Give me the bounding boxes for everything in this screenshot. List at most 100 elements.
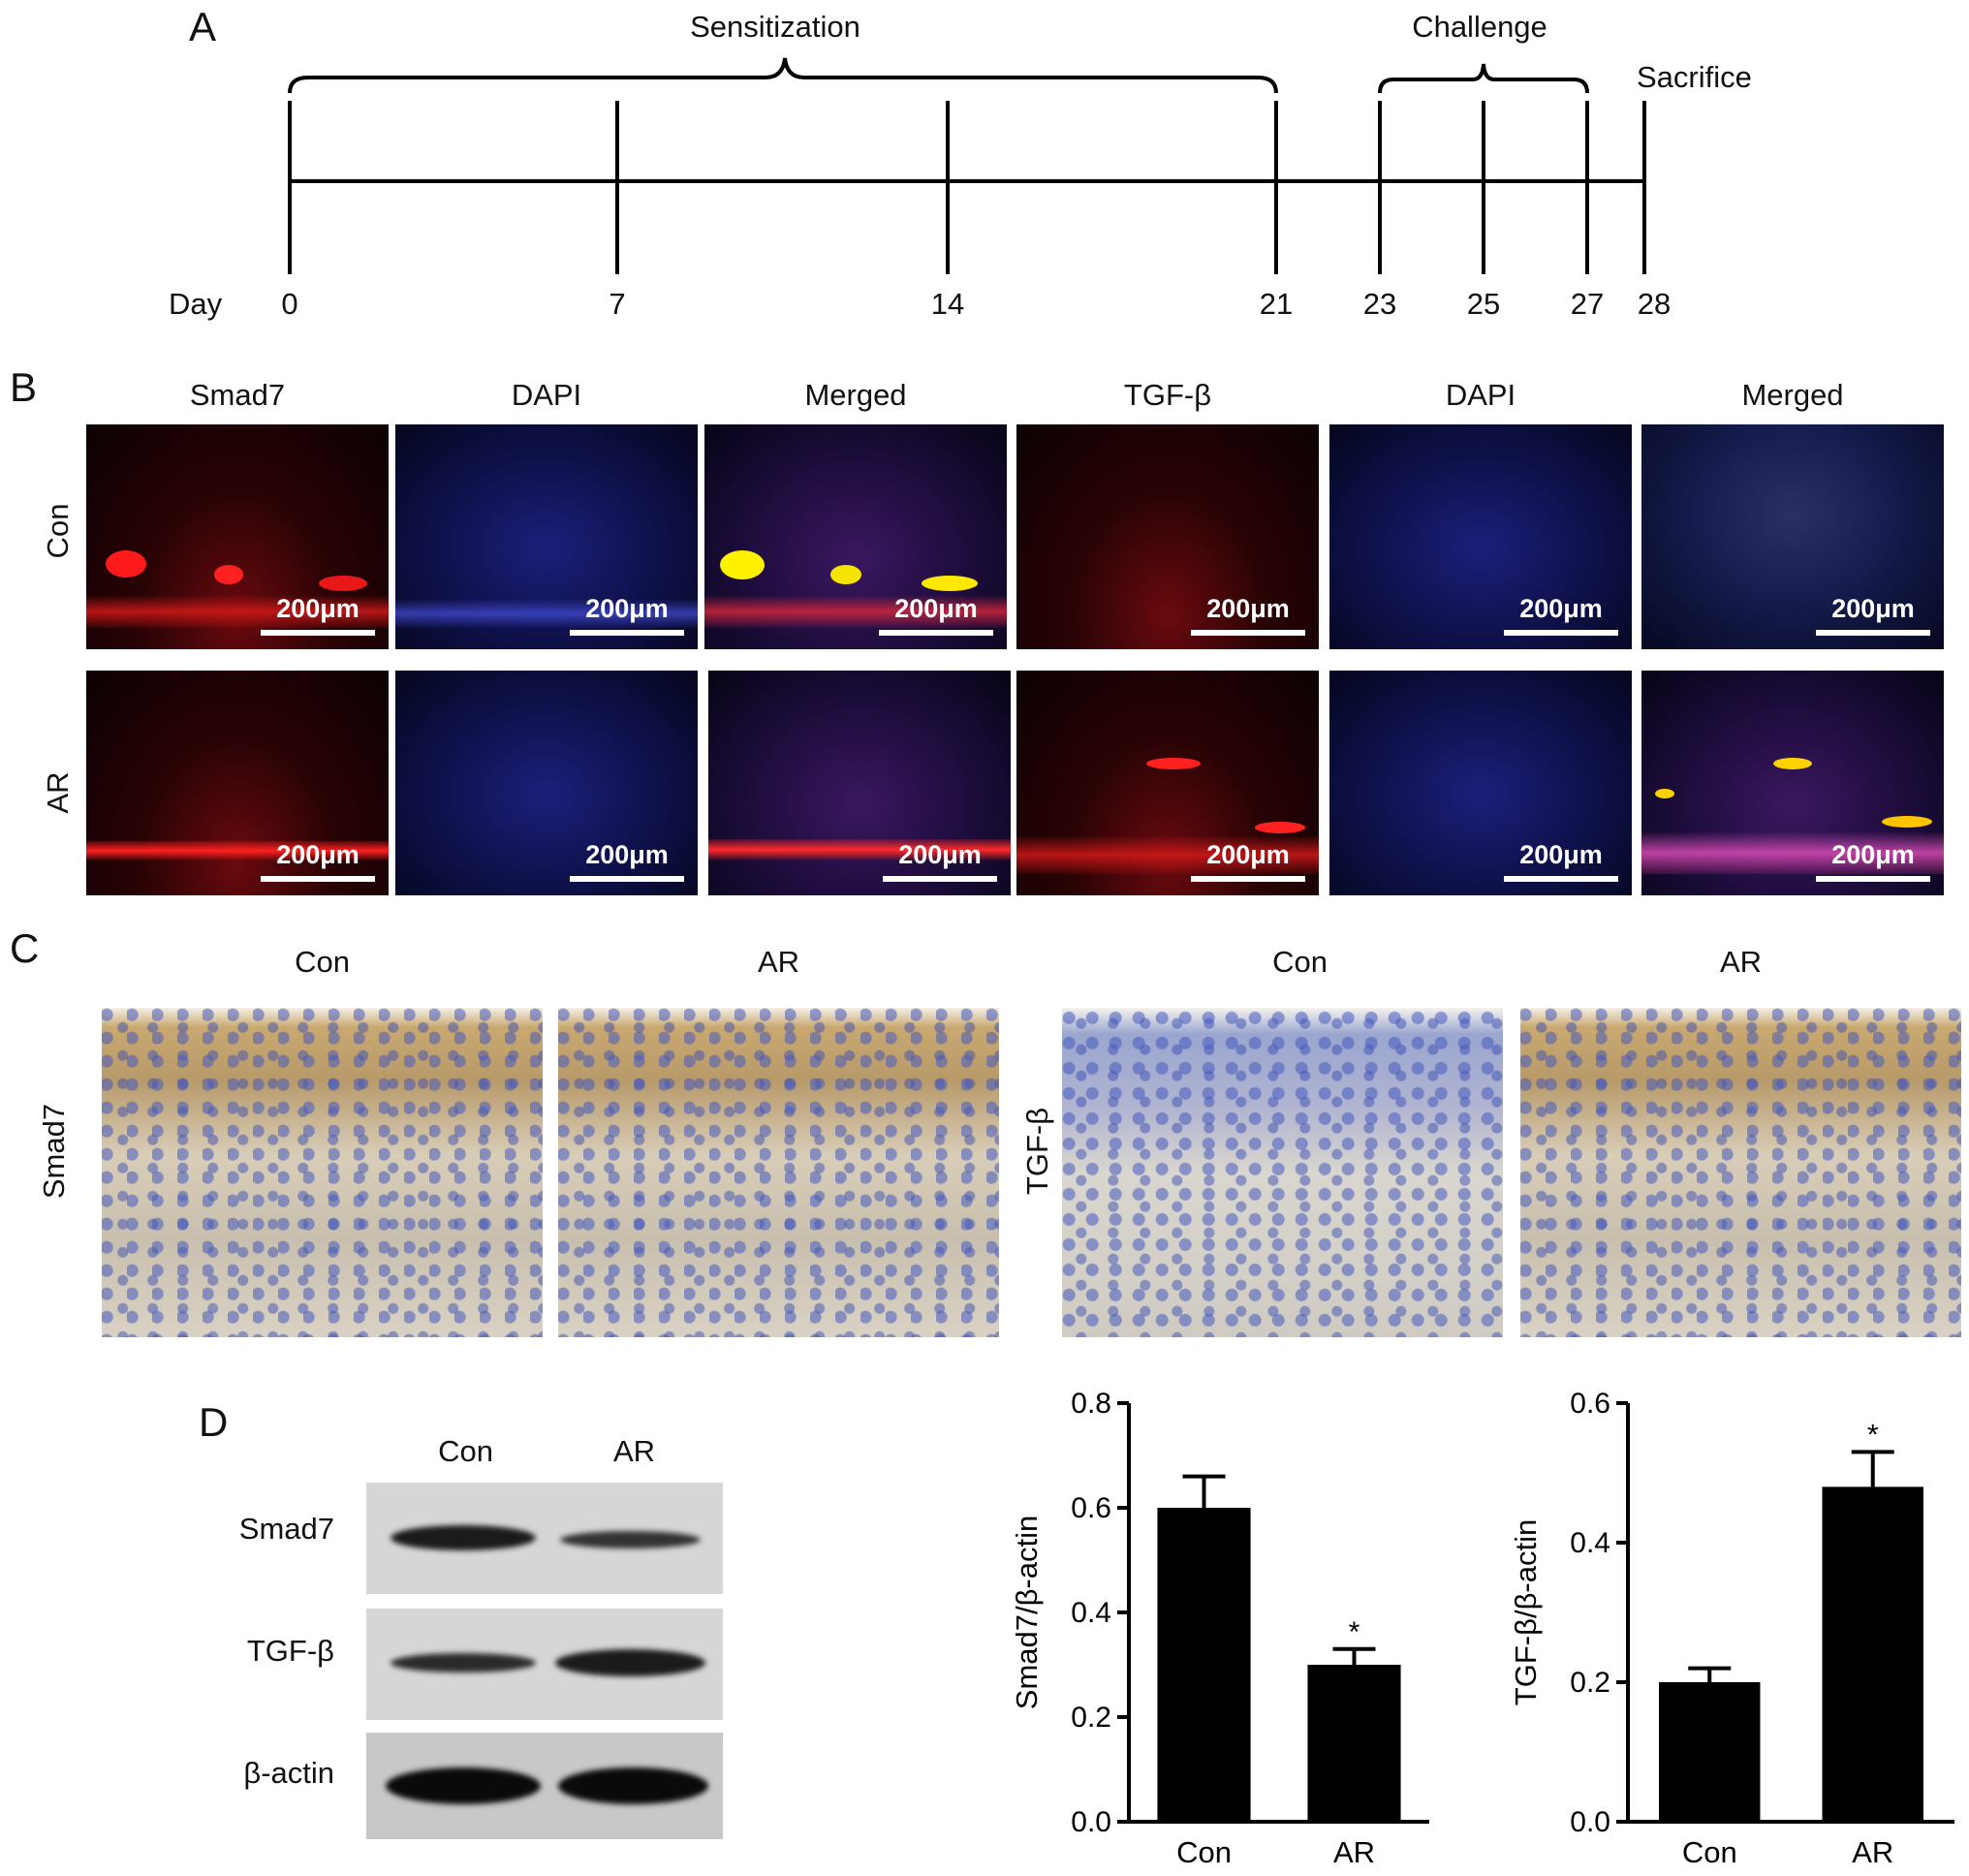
scale-bar	[1504, 630, 1618, 636]
fl-col-header-smad7: Smad7	[189, 378, 286, 412]
y-tick-label: 0.6	[1071, 1492, 1111, 1524]
scale-bar-label: 200μm	[894, 594, 978, 623]
x-tick-label: AR	[1333, 1835, 1375, 1869]
fl-col-header-merged-1: Merged	[804, 378, 907, 412]
fl-row-label-con: Con	[41, 503, 75, 559]
wb-row-label-tgfb: TGF-β	[246, 1634, 334, 1668]
ihc-image-tgfb-con	[1062, 1008, 1503, 1337]
day-27: 27	[1570, 287, 1605, 321]
scale-bar-label: 200μm	[1206, 840, 1290, 869]
day-axis-label: Day	[169, 287, 223, 321]
fl-image-con-tgfb: 200μm	[1016, 424, 1319, 649]
scale-bar	[879, 630, 993, 636]
bar-ar	[1822, 1486, 1923, 1822]
wb-lane-label-con: Con	[438, 1434, 493, 1468]
scale-bar-label: 200μm	[1206, 594, 1290, 623]
y-axis-label: Smad7/β-actin	[1010, 1516, 1044, 1709]
sensitization-brace	[288, 57, 1278, 94]
phase-sensitization: Sensitization	[690, 10, 860, 44]
ihc-row-label-smad7: Smad7	[37, 1103, 71, 1200]
fl-col-header-dapi-2: DAPI	[1445, 378, 1516, 412]
ihc-image-smad7-con	[102, 1008, 543, 1337]
scale-bar-label: 200μm	[1519, 594, 1603, 623]
ihc-image-smad7-ar	[558, 1008, 999, 1337]
ihc-col-header-ar-1: AR	[757, 945, 800, 979]
scale-bar	[1191, 876, 1305, 882]
day-21: 21	[1259, 287, 1294, 321]
scale-bar-label: 200μm	[1519, 840, 1603, 869]
fl-image-ar-merged-1: 200μm	[708, 671, 1011, 895]
wb-band	[391, 1525, 536, 1550]
ihc-col-header-con-2: Con	[1272, 945, 1328, 979]
fl-image-con-dapi-1: 200μm	[395, 424, 698, 649]
fl-col-header-merged-2: Merged	[1741, 378, 1844, 412]
scale-bar-label: 200μm	[1831, 840, 1915, 869]
y-tick-label: 0.2	[1071, 1702, 1111, 1734]
day-0: 0	[281, 287, 298, 321]
wb-band	[558, 1767, 708, 1804]
wb-band	[560, 1531, 701, 1548]
wb-row-label-bactin: β-actin	[243, 1756, 334, 1790]
fl-image-ar-dapi-2: 200μm	[1329, 671, 1632, 895]
wb-row-label-smad7: Smad7	[238, 1512, 334, 1546]
y-axis-label: TGF-β/β-actin	[1509, 1519, 1543, 1705]
scale-bar-label: 200μm	[898, 840, 982, 869]
scale-bar	[1191, 630, 1305, 636]
fl-image-ar-smad7: 200μm	[86, 671, 389, 895]
wb-band	[386, 1767, 541, 1804]
x-tick-label: AR	[1852, 1835, 1893, 1869]
panel-label-d: D	[199, 1399, 229, 1445]
y-tick-label: 0.6	[1570, 1388, 1610, 1420]
y-tick-label: 0.4	[1071, 1597, 1111, 1629]
wb-lane-label-ar: AR	[612, 1434, 656, 1468]
scale-bar-label: 200μm	[585, 594, 669, 623]
y-tick-label: 0.8	[1071, 1388, 1111, 1420]
scale-bar	[570, 876, 684, 882]
day-28: 28	[1637, 287, 1672, 321]
x-tick-label: Con	[1176, 1835, 1232, 1869]
fl-image-ar-tgfb: 200μm	[1016, 671, 1319, 895]
wb-band	[555, 1649, 705, 1676]
bar-con	[1659, 1682, 1761, 1822]
significance-marker: *	[1867, 1419, 1879, 1451]
fl-col-header-tgfb: TGF-β	[1123, 378, 1212, 412]
significance-marker: *	[1349, 1616, 1360, 1648]
day-23: 23	[1362, 287, 1397, 321]
scale-bar-label: 200μm	[276, 840, 359, 869]
scale-bar	[261, 630, 375, 636]
bar-chart-smad7: 0.0 0.2 0.4 0.6 0.8 Smad7/β-actin Con * AR	[1010, 1388, 1429, 1869]
fl-image-ar-merged-2: 200μm	[1641, 671, 1944, 895]
scale-bar	[570, 630, 684, 636]
fl-image-con-smad7: 200μm	[86, 424, 389, 649]
scale-bar	[1816, 630, 1930, 636]
scale-bar	[883, 876, 997, 882]
timeline-diagram	[288, 57, 1646, 274]
wb-band	[391, 1653, 536, 1673]
wb-blot-bactin	[366, 1733, 723, 1839]
scale-bar	[1504, 876, 1618, 882]
ihc-row-label-tgfb: TGF-β	[1020, 1107, 1054, 1196]
ihc-col-header-ar-2: AR	[1719, 945, 1763, 979]
bar-chart-tgfb: 0.0 0.2 0.4 0.6 TGF-β/β-actin Con * AR	[1509, 1388, 1954, 1869]
panel-label-c: C	[10, 925, 40, 971]
fl-image-con-dapi-2: 200μm	[1329, 424, 1632, 649]
fl-row-label-ar: AR	[41, 771, 75, 814]
panel-label-b: B	[10, 364, 38, 410]
wb-blot-tgfb	[366, 1609, 723, 1720]
scale-bar	[261, 876, 375, 882]
day-14: 14	[930, 287, 965, 321]
wb-blot-smad7	[366, 1483, 723, 1594]
ihc-col-header-con-1: Con	[295, 945, 350, 979]
fl-col-header-dapi-1: DAPI	[511, 378, 582, 412]
day-7: 7	[609, 287, 626, 321]
y-tick-label: 0.0	[1570, 1806, 1610, 1838]
phase-challenge: Challenge	[1412, 10, 1547, 44]
y-tick-label: 0.0	[1071, 1806, 1111, 1838]
x-tick-label: Con	[1682, 1835, 1737, 1869]
scale-bar-label: 200μm	[1831, 594, 1915, 623]
panel-label-a: A	[189, 4, 217, 49]
y-tick-label: 0.2	[1570, 1667, 1610, 1699]
timeline-ticks	[288, 101, 1646, 274]
day-25: 25	[1466, 287, 1501, 321]
sacrifice-label: Sacrifice	[1637, 60, 1752, 94]
